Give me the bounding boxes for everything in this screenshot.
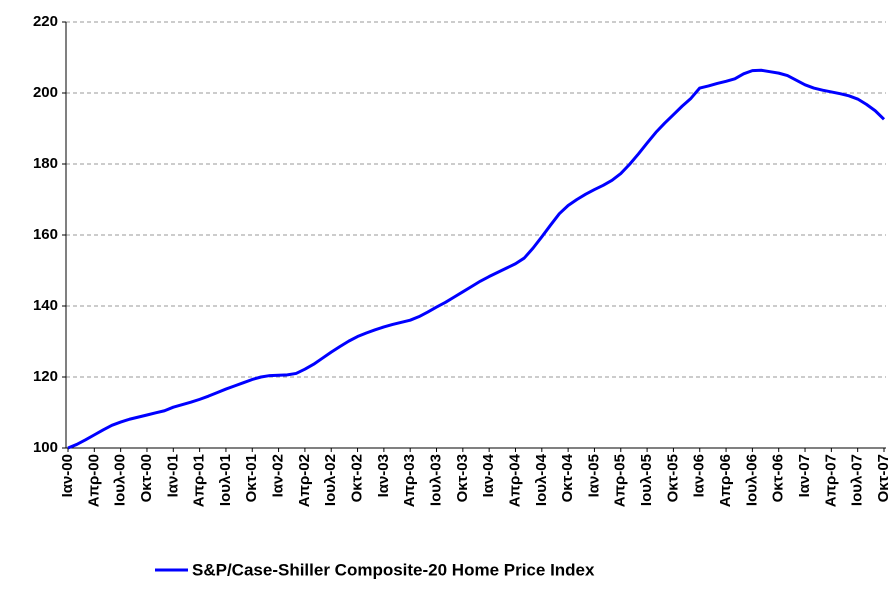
y-tick-label: 100 xyxy=(33,439,58,456)
x-tick-label: Οκτ-07 xyxy=(875,454,892,502)
x-tick-label: Οκτ-03 xyxy=(454,454,471,502)
x-tick-label: Απρ-02 xyxy=(296,454,313,507)
x-tick-label: Ιουλ-03 xyxy=(427,454,444,506)
x-tick-label: Οκτ-06 xyxy=(770,454,787,502)
x-tick-label: Απρ-07 xyxy=(822,454,839,507)
x-tick-label: Ιουλ-04 xyxy=(533,453,550,506)
x-tick-label: Απρ-04 xyxy=(506,453,523,507)
x-tick-label: Οκτ-02 xyxy=(349,454,366,502)
x-tick-label: Ιαν-04 xyxy=(480,453,497,497)
legend-label: S&P/Case-Shiller Composite-20 Home Price… xyxy=(192,560,595,579)
x-tick-label: Ιαν-03 xyxy=(375,454,392,497)
x-tick-label: Ιουλ-07 xyxy=(849,454,866,506)
line-series xyxy=(67,68,886,450)
x-tick-label: Ιαν-02 xyxy=(270,454,287,497)
x-tick-label: Ιαν-05 xyxy=(585,454,602,497)
x-tick-label: Οκτ-04 xyxy=(559,453,576,502)
y-tick-label: 180 xyxy=(33,155,58,172)
x-tick-label: Οκτ-01 xyxy=(243,454,260,502)
x-tick-label: Οκτ-00 xyxy=(138,454,155,502)
x-tick-label: Ιουλ-06 xyxy=(743,454,760,506)
y-tick-label: 220 xyxy=(33,13,58,30)
y-tick-label: 160 xyxy=(33,226,58,243)
x-tick-label: Απρ-00 xyxy=(85,454,102,507)
x-tick-label: Οκτ-05 xyxy=(664,454,681,502)
x-tick-label: Ιαν-06 xyxy=(691,454,708,497)
x-tick-label: Απρ-06 xyxy=(717,454,734,507)
x-tick-label: Απρ-01 xyxy=(191,454,208,507)
y-tick-label: 120 xyxy=(33,368,58,385)
x-tick-label: Ιαν-07 xyxy=(796,454,813,497)
x-tick-label: Απρ-03 xyxy=(401,454,418,507)
x-tick-label: Ιουλ-01 xyxy=(217,454,234,506)
y-tick-label: 140 xyxy=(33,297,58,314)
x-tick-label: Ιαν-00 xyxy=(59,454,76,497)
x-tick-label: Απρ-05 xyxy=(612,454,629,507)
x-tick-label: Ιουλ-02 xyxy=(322,454,339,506)
y-tick-label: 200 xyxy=(33,84,58,101)
x-tick-label: Ιουλ-00 xyxy=(112,454,129,506)
x-tick-label: Ιαν-01 xyxy=(164,454,181,497)
x-tick-label: Ιουλ-05 xyxy=(638,454,655,506)
